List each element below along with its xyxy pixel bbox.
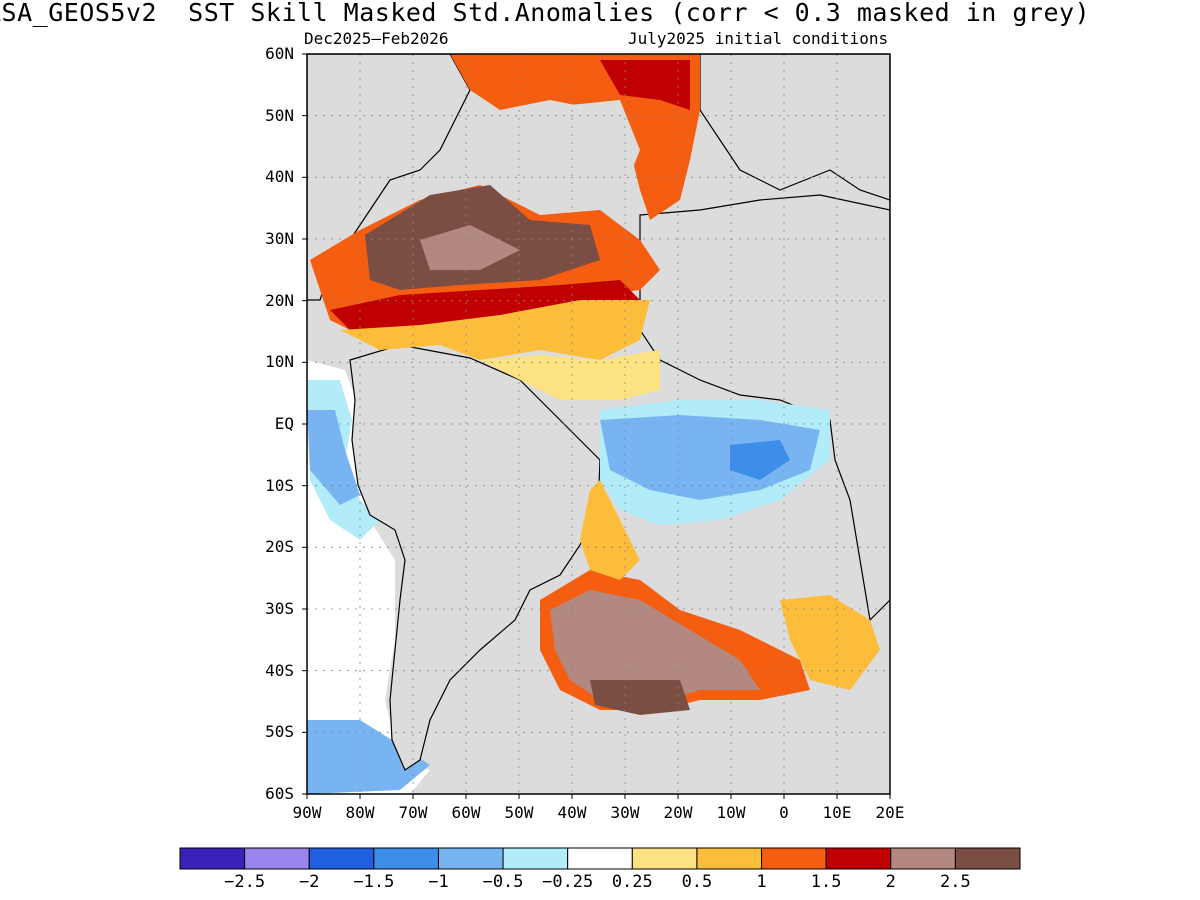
- colorbar-swatch: [631, 847, 698, 870]
- colorbar-label: 1.5: [810, 872, 842, 892]
- lon-label: 10W: [716, 803, 746, 822]
- lat-label: EQ: [274, 414, 294, 433]
- lat-label: 20N: [265, 290, 294, 310]
- colorbar-label: −2.5: [224, 872, 266, 892]
- lon-label: 90W: [292, 803, 322, 822]
- lat-label: 60N: [265, 44, 294, 63]
- lat-label: 60S: [265, 784, 294, 803]
- colorbar-label: −2: [298, 872, 320, 892]
- south-atlantic-brown: [550, 590, 760, 705]
- colorbar-swatch: [567, 847, 633, 870]
- south-america: [349, 344, 601, 771]
- lon-label: 50W: [504, 803, 534, 822]
- colorbar-swatch: [437, 847, 504, 870]
- pacific-blue-core: [307, 410, 360, 505]
- colorbar-swatch: [373, 847, 439, 870]
- colorbar-label: 2: [885, 872, 896, 892]
- colorbar-swatch: [308, 847, 375, 870]
- colorbar-swatch: [696, 847, 763, 870]
- colorbar-swatch: [244, 847, 310, 870]
- lon-label: 30W: [610, 803, 640, 822]
- pacific-south-blue: [307, 720, 430, 794]
- equatorial-blue-core: [600, 415, 820, 500]
- lon-label: 10E: [822, 803, 852, 822]
- europe: [699, 54, 890, 201]
- lat-label: 10S: [265, 475, 294, 495]
- lon-label: 20W: [663, 803, 693, 822]
- lat-label: 30S: [265, 599, 294, 618]
- colorbar-label: 1: [756, 872, 767, 892]
- axis-ticks: [302, 53, 891, 799]
- lat-label: 50N: [265, 105, 294, 125]
- colorbar-label: 0.5: [681, 872, 713, 892]
- lon-label: 60W: [451, 803, 481, 822]
- lat-label: 50S: [265, 722, 294, 742]
- lon-label: 80W: [345, 803, 375, 822]
- subtropical-tan-patch: [420, 225, 520, 270]
- lat-label: 40N: [265, 167, 294, 187]
- lat-label: 10N: [265, 352, 294, 372]
- colorbar-label: 0.25: [611, 872, 653, 892]
- north-atlantic-red: [600, 60, 690, 110]
- graticule: [307, 54, 890, 794]
- colorbar-swatch: [502, 847, 569, 870]
- forecast-period: Dec2025–Feb2026: [304, 29, 449, 48]
- south-atlantic-brown-core: [590, 680, 690, 715]
- lon-label: 20E: [875, 803, 905, 822]
- colorbar-label: −0.5: [482, 872, 524, 892]
- colorbar-swatch: [890, 847, 956, 870]
- lon-label: 70W: [398, 803, 428, 822]
- brazil-coast-warm: [580, 480, 640, 580]
- lon-label: 40W: [557, 803, 587, 822]
- figure-title: ASA_GEOS5v2 SST Skill Masked Std.Anomali…: [0, 0, 1091, 27]
- colorbar-label: −1: [428, 872, 449, 892]
- colorbar-swatch: [954, 847, 1021, 870]
- lat-label: 40S: [265, 660, 294, 680]
- colorbar-label: −0.25: [542, 872, 594, 892]
- lon-label: 0: [779, 803, 789, 822]
- lat-label: 30N: [265, 229, 294, 248]
- north-atlantic-grey-gap: [520, 100, 640, 210]
- colorbar-label: 2.5: [940, 872, 971, 892]
- initial-conditions: July2025 initial conditions: [628, 29, 889, 48]
- equatorial-dark-blue: [730, 440, 790, 480]
- colorbar-swatch: [179, 847, 246, 870]
- south-east-warm: [780, 595, 880, 690]
- colorbar-swatch: [825, 847, 892, 870]
- caribbean-red-band: [330, 280, 640, 330]
- colorbar-label: −1.5: [353, 872, 395, 892]
- colorbar-swatch: [761, 847, 827, 870]
- tropical-yellow-band: [340, 300, 650, 360]
- lat-label: 20S: [265, 537, 294, 557]
